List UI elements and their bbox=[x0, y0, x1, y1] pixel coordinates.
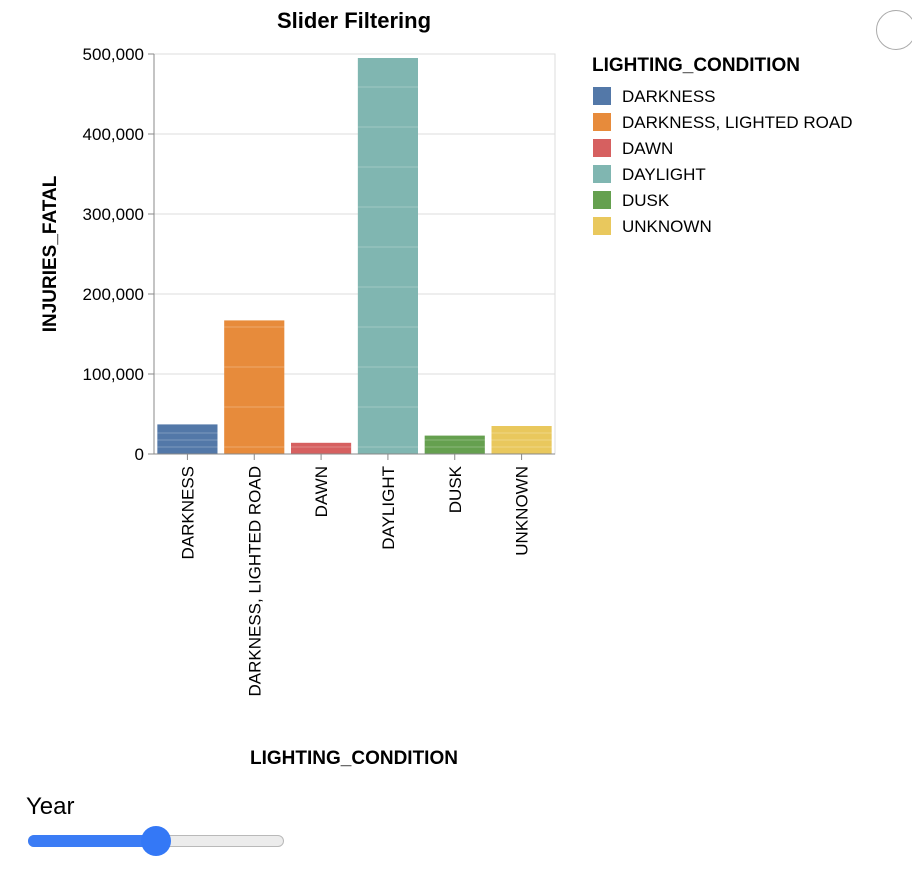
legend-swatch bbox=[593, 87, 611, 105]
legend-title: LIGHTING_CONDITION bbox=[592, 55, 800, 76]
x-axis-title: LIGHTING_CONDITION bbox=[250, 748, 458, 769]
axes: 0 100,000 200,000 300,000 400,000 500,000 DARK… bbox=[83, 45, 555, 697]
year-slider[interactable] bbox=[28, 826, 284, 856]
plot-frame bbox=[153, 53, 556, 455]
legend-swatch bbox=[593, 113, 611, 131]
legend-label: DARKNESS, LIGHTED ROAD bbox=[622, 113, 853, 132]
legend-swatch bbox=[593, 165, 611, 183]
legend-label: UNKNOWN bbox=[622, 217, 712, 236]
legend-label: DARKNESS bbox=[622, 87, 716, 106]
bar bbox=[157, 424, 218, 454]
x-tick-label: DUSK bbox=[446, 465, 465, 513]
slider-label: Year bbox=[26, 793, 75, 820]
bar bbox=[491, 426, 552, 454]
y-axis-title: INJURIES_FATAL bbox=[40, 175, 61, 332]
bar bbox=[424, 435, 485, 454]
x-tick-label: DAYLIGHT bbox=[379, 466, 398, 550]
legend-swatch bbox=[593, 139, 611, 157]
legend-label: DAYLIGHT bbox=[622, 165, 706, 184]
y-tick-label: 400,000 bbox=[83, 125, 144, 144]
legend: LIGHTING_CONDITION DARKNESS DARKNESS, LIG… bbox=[592, 55, 853, 236]
legend-swatch bbox=[593, 217, 611, 235]
bar bbox=[357, 58, 418, 454]
bar bbox=[291, 442, 352, 454]
x-tick-label: DAWN bbox=[312, 466, 331, 517]
x-tick-label: DARKNESS, LIGHTED ROAD bbox=[245, 466, 264, 697]
x-tick-label: UNKNOWN bbox=[513, 466, 532, 556]
year-slider-control: Year bbox=[26, 793, 296, 856]
legend-label: DUSK bbox=[622, 191, 670, 210]
y-tick-label: 100,000 bbox=[83, 365, 144, 384]
bars bbox=[157, 58, 552, 454]
y-tick-label: 500,000 bbox=[83, 45, 144, 64]
chart: Slider Filtering 0 100,000 200,000 300,000 4… bbox=[40, 8, 853, 769]
y-tick-label: 200,000 bbox=[83, 285, 144, 304]
chart-title: Slider Filtering bbox=[277, 8, 431, 33]
gridlines bbox=[153, 53, 556, 455]
y-tick-label: 300,000 bbox=[83, 205, 144, 224]
slider-thumb[interactable] bbox=[141, 826, 171, 856]
legend-swatch bbox=[593, 191, 611, 209]
legend-label: DAWN bbox=[622, 139, 673, 158]
circle-button-icon[interactable] bbox=[876, 10, 912, 50]
bar bbox=[224, 320, 285, 454]
slider-fill bbox=[28, 835, 156, 847]
x-tick-label: DARKNESS bbox=[178, 466, 197, 560]
y-tick-label: 0 bbox=[135, 445, 144, 464]
